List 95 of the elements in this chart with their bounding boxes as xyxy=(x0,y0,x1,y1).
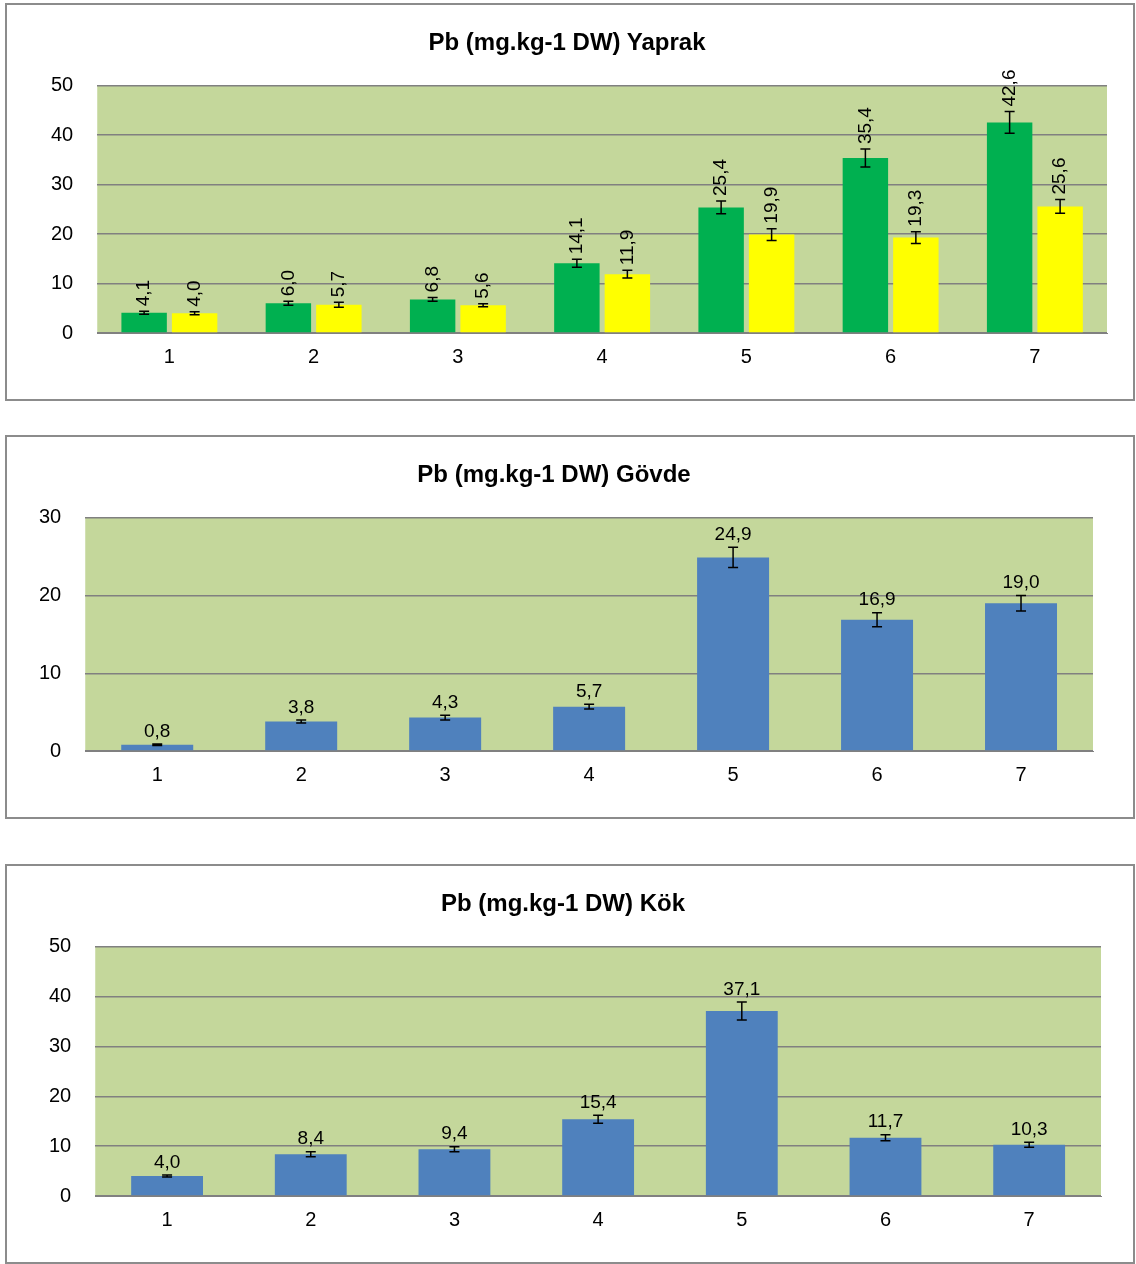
bar xyxy=(849,1137,922,1196)
bar xyxy=(553,706,626,751)
bar xyxy=(121,312,167,333)
bar xyxy=(460,305,506,333)
x-tick-label: 5 xyxy=(727,762,739,785)
x-tick-label: 6 xyxy=(879,1207,892,1230)
data-label: 5,7 xyxy=(327,270,349,298)
bar xyxy=(604,274,651,333)
y-tick-label: 40 xyxy=(51,122,74,145)
y-tick-label: 10 xyxy=(49,1133,72,1156)
data-label: 0,8 xyxy=(144,719,171,741)
x-tick-label: 7 xyxy=(1015,762,1027,785)
data-label: 4,0 xyxy=(182,280,204,307)
y-tick-label: 0 xyxy=(50,738,62,761)
bar xyxy=(986,122,1033,333)
x-tick-label: 3 xyxy=(452,344,464,367)
bar xyxy=(316,304,362,333)
bar xyxy=(131,1176,204,1196)
data-label: 15,4 xyxy=(579,1090,618,1112)
bar xyxy=(409,717,482,751)
x-tick-label: 7 xyxy=(1023,1207,1035,1230)
y-tick-label: 20 xyxy=(39,583,62,606)
x-tick-label: 3 xyxy=(448,1207,461,1230)
x-tick-label: 1 xyxy=(163,344,175,367)
data-label: 25,6 xyxy=(1048,157,1070,195)
y-tick-label: 30 xyxy=(39,505,62,528)
y-tick-label: 20 xyxy=(51,221,74,244)
bar xyxy=(993,1144,1066,1196)
data-label: 19,3 xyxy=(904,189,926,227)
bar xyxy=(893,237,939,333)
data-label: 37,1 xyxy=(723,977,761,999)
data-label: 16,9 xyxy=(858,588,896,610)
y-tick-label: 20 xyxy=(49,1083,72,1106)
bar xyxy=(274,1154,347,1196)
data-label: 42,6 xyxy=(997,69,1019,107)
bar xyxy=(418,1149,491,1196)
chart-title: Pb (mg.kg-1 DW) Yaprak xyxy=(428,28,707,56)
data-label: 11,9 xyxy=(615,229,637,266)
data-label: 24,9 xyxy=(714,523,752,545)
x-tick-label: 3 xyxy=(439,762,451,785)
x-tick-label: 6 xyxy=(871,762,883,785)
data-label: 25,4 xyxy=(709,158,731,196)
data-label: 6,8 xyxy=(420,265,442,293)
data-label: 5,6 xyxy=(471,272,493,299)
bar xyxy=(554,263,600,333)
data-label: 4,0 xyxy=(153,1150,181,1172)
bar xyxy=(985,603,1058,751)
x-tick-label: 4 xyxy=(583,762,595,785)
x-tick-label: 4 xyxy=(592,1207,604,1230)
bar xyxy=(841,619,914,751)
x-tick-label: 6 xyxy=(885,344,897,367)
y-tick-label: 30 xyxy=(49,1034,72,1056)
data-label: 9,4 xyxy=(441,1122,469,1144)
y-tick-label: 50 xyxy=(51,73,74,96)
data-label: 6,0 xyxy=(276,269,298,297)
y-tick-label: 0 xyxy=(62,320,74,343)
bar xyxy=(698,207,744,333)
data-label: 5,7 xyxy=(575,680,603,702)
bar xyxy=(171,313,218,333)
x-tick-label: 2 xyxy=(308,344,320,367)
data-label: 8,4 xyxy=(297,1127,325,1149)
data-label: 11,7 xyxy=(867,1110,904,1132)
x-tick-label: 2 xyxy=(305,1207,317,1230)
bar xyxy=(409,299,456,333)
x-tick-label: 5 xyxy=(736,1207,748,1230)
data-label: 14,1 xyxy=(565,217,587,255)
bar xyxy=(842,157,889,333)
data-label: 10,3 xyxy=(1010,1117,1048,1139)
y-tick-label: 0 xyxy=(60,1183,72,1206)
data-label: 35,4 xyxy=(853,106,875,145)
bar xyxy=(562,1119,635,1196)
x-tick-label: 2 xyxy=(295,762,307,785)
bar xyxy=(1037,206,1083,333)
x-tick-label: 5 xyxy=(740,344,752,367)
bar xyxy=(748,234,795,333)
data-label: 4,1 xyxy=(132,279,154,307)
bar xyxy=(705,1011,778,1196)
chart-title: Pb (mg.kg-1 DW) Gövde xyxy=(417,460,691,488)
x-tick-label: 1 xyxy=(161,1207,173,1230)
bar xyxy=(697,557,770,751)
x-tick-label: 4 xyxy=(596,344,608,367)
x-tick-label: 1 xyxy=(151,762,163,785)
bar xyxy=(265,721,338,751)
data-label: 3,8 xyxy=(287,695,315,717)
data-label: 19,0 xyxy=(1002,571,1040,593)
bar xyxy=(265,303,312,333)
y-tick-label: 50 xyxy=(49,934,72,957)
chart-title: Pb (mg.kg-1 DW) Kök xyxy=(441,889,686,917)
x-tick-label: 7 xyxy=(1029,344,1041,367)
y-tick-label: 10 xyxy=(39,660,62,683)
data-label: 19,9 xyxy=(759,186,781,224)
y-tick-label: 40 xyxy=(49,984,72,1007)
y-tick-label: 10 xyxy=(51,271,74,294)
data-label: 4,3 xyxy=(431,690,459,712)
y-tick-label: 30 xyxy=(51,172,74,195)
